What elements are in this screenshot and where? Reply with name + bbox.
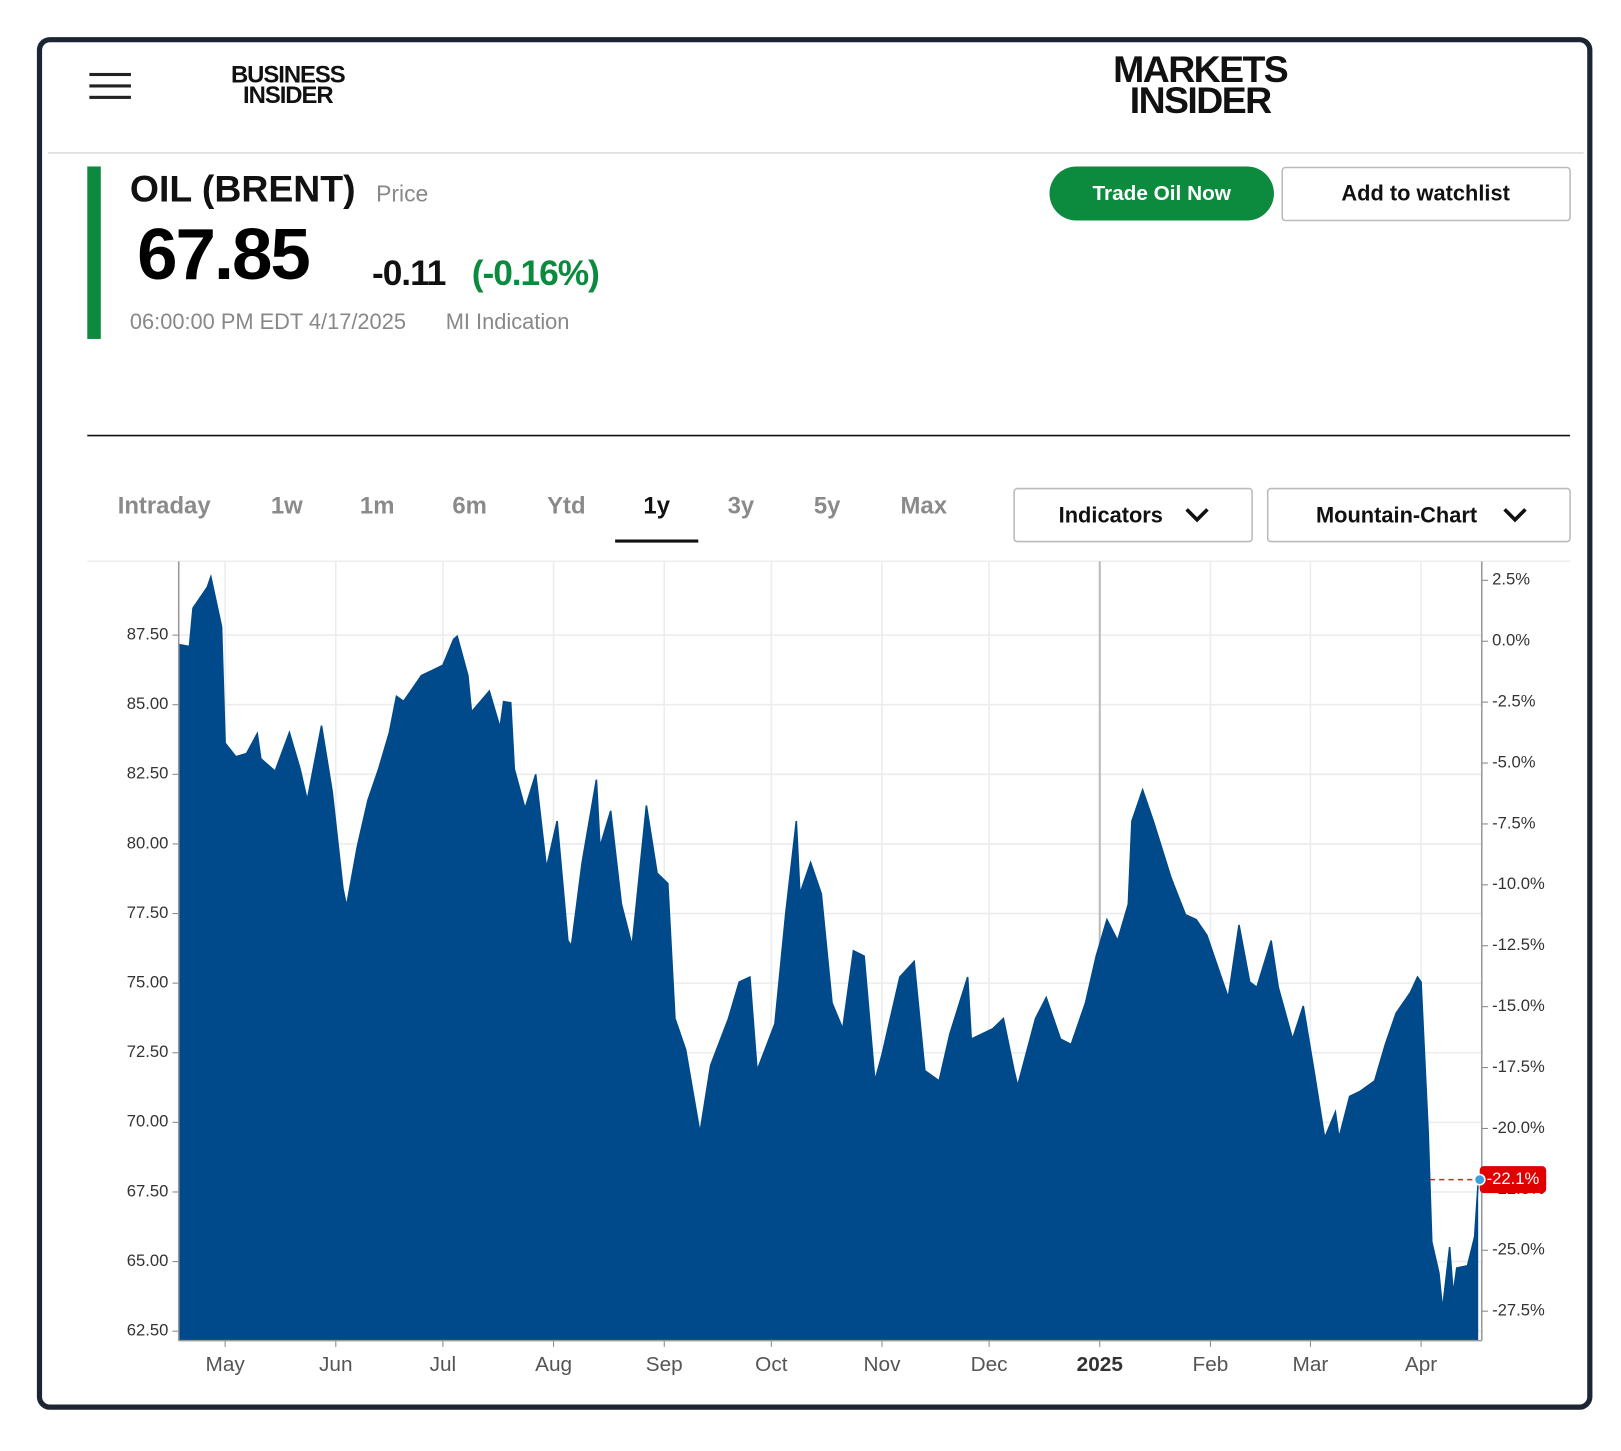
timestamp: 06:00:00 PM EDT 4/17/2025 [130,309,406,334]
x-tick-label: Nov [864,1353,902,1376]
y2-tick-label: -17.5% [1492,1057,1545,1076]
menu-button[interactable] [89,72,131,99]
source: MI Indication [446,309,570,334]
button-label: Trade Oil Now [1092,182,1231,205]
marker-dot [1473,1173,1486,1186]
range-tab[interactable]: 3y [728,493,755,520]
active-tab-underline [615,539,699,543]
y-tick-label: 87.50 [127,624,169,643]
trade-button[interactable]: Trade Oil Now [1049,166,1274,221]
instrument-name: OIL (BRENT) [130,167,356,209]
x-tick-label: Dec [971,1353,1008,1376]
y-tick-label: 80.00 [127,833,169,852]
y2-tick-label: -25.0% [1492,1240,1545,1259]
y2-tick-label: -5.0% [1492,752,1536,771]
change-percent: (-0.16%) [472,254,599,293]
x-tick-label: Mar [1293,1353,1329,1376]
y-tick-label: 67.50 [127,1181,169,1200]
x-tick-label: Feb [1193,1353,1229,1376]
x-tick-label: Jun [319,1353,352,1376]
range-tab[interactable]: 1w [271,493,303,520]
watchlist-button[interactable]: Add to watchlist [1281,166,1571,222]
price: 67.85 [137,214,309,295]
accent-bar [87,166,101,339]
x-tick-label: Aug [535,1353,572,1376]
change: -0.11 [372,254,446,293]
logo: BUSINESS [231,61,345,88]
price-area [178,576,1479,1341]
button-label: Add to watchlist [1341,180,1509,205]
logo: INSIDER [243,82,333,109]
y-tick-label: 62.50 [127,1321,169,1340]
range-tabs: Intraday 1w 1m 6m Ytd 1y 3y 5y Max [118,493,948,543]
range-tab[interactable]: 6m [452,493,487,520]
range-tab[interactable]: 1y [643,493,670,520]
y2-tick-label: -15.0% [1492,996,1545,1015]
dropdown-label: Indicators [1059,502,1163,527]
indicators-dropdown[interactable]: Indicators [1013,487,1253,543]
instrument-type: Price [376,181,428,207]
logo: INSIDER [1130,79,1272,121]
range-tab[interactable]: 5y [814,493,841,520]
chart: 62.50 65.00 67.50 70.00 72.50 75.00 77.50 80.00… [87,560,1571,1376]
x-tick-label: Oct [755,1353,788,1376]
dropdown-label: Mountain-Chart [1316,502,1477,527]
y2-tick-label: -2.5% [1492,692,1536,711]
y-tick-label: 65.00 [127,1251,169,1270]
y2-tick-label: -20.0% [1492,1118,1545,1137]
y2-tick-label: -27.5% [1492,1301,1545,1320]
y-tick-label: 70.00 [127,1112,169,1131]
x-tick-label: 2025 [1077,1353,1123,1376]
marker-badge [1479,1166,1547,1194]
price-line [178,574,1479,1310]
x-tick-label: Jul [430,1353,457,1376]
y2-tick-label: -12.5% [1492,935,1545,954]
y2-tick-label: 2.5% [1492,570,1530,589]
logo: MARKETS [1113,48,1288,90]
range-tab[interactable]: 1m [360,493,395,520]
range-tab[interactable]: Ytd [547,493,585,520]
y-tick-label: 72.50 [127,1042,169,1061]
y2-tick-label: -10.0% [1492,874,1545,893]
y2-tick-label: 0.0% [1492,631,1530,650]
y-tick-label: 77.50 [127,903,169,922]
y-tick-label: 75.00 [127,973,169,992]
range-tab[interactable]: Intraday [118,493,212,520]
y-tick-label: 82.50 [127,764,169,783]
y-tick-label: 85.00 [127,694,169,713]
y2-tick-label: -7.5% [1492,813,1536,832]
x-tick-label: Sep [646,1353,683,1376]
x-tick-label: May [206,1353,246,1376]
range-tab[interactable]: Max [901,493,948,520]
chart-type-dropdown[interactable]: Mountain-Chart [1266,487,1571,543]
x-tick-label: Apr [1405,1353,1437,1376]
marker-label: -22.1% [1487,1169,1540,1188]
